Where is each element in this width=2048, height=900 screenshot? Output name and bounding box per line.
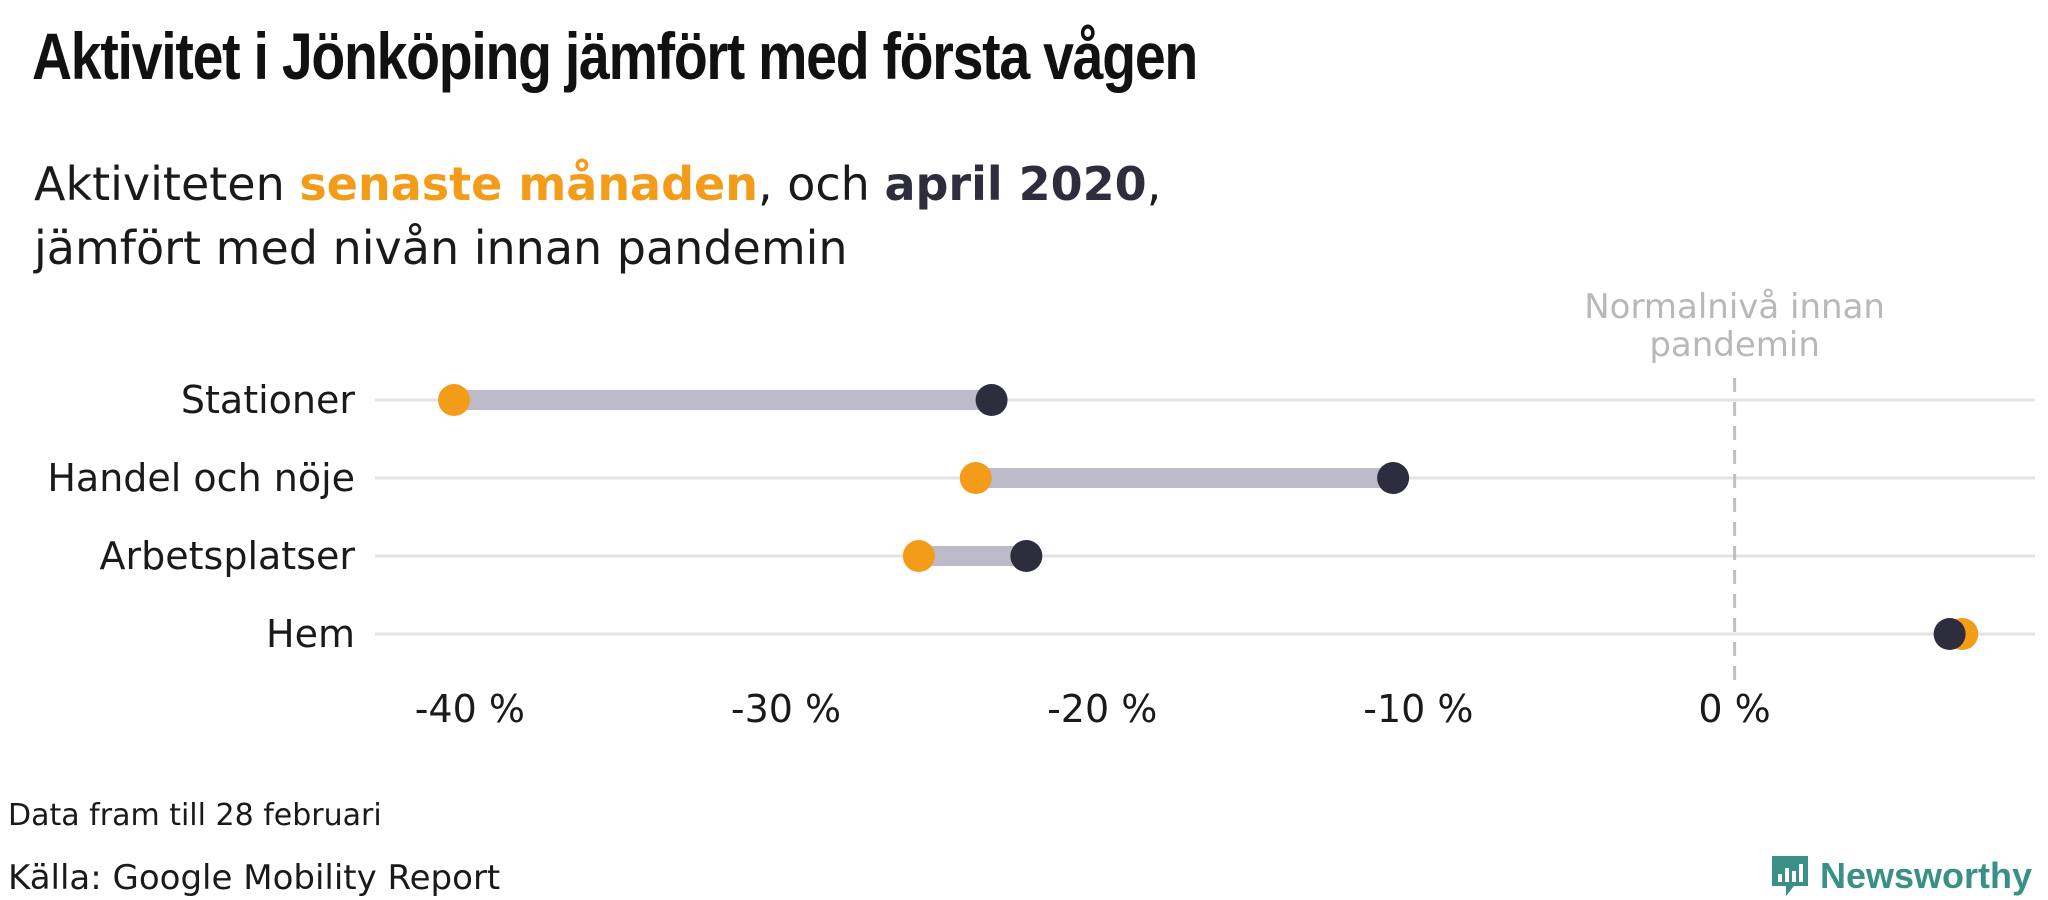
category-label: Arbetsplatser bbox=[100, 534, 356, 578]
subtitle-text-1: Aktiviteten bbox=[34, 157, 300, 211]
x-tick-label: 0 % bbox=[1698, 687, 1770, 731]
subtitle-line-1: Aktiviteten senaste månaden, och april 2… bbox=[34, 152, 1161, 216]
newsworthy-logo-icon bbox=[1771, 856, 1808, 896]
category-label: Handel och nöje bbox=[47, 456, 355, 500]
data-date-note: Data fram till 28 februari bbox=[8, 798, 382, 833]
subtitle-line-2: jämfört med nivån innan pandemin bbox=[34, 221, 848, 275]
subtitle-highlight-april: april 2020 bbox=[884, 157, 1147, 211]
x-tick-label: -20 % bbox=[1047, 687, 1157, 731]
reference-label-line-2: pandemin bbox=[1649, 325, 1820, 365]
category-label: Stationer bbox=[181, 378, 355, 422]
x-tick-label: -40 % bbox=[415, 687, 525, 731]
category-label: Hem bbox=[266, 612, 355, 656]
recent-month-dot bbox=[438, 384, 471, 416]
april-2020-dot bbox=[1933, 618, 1966, 650]
brand-name: Newsworthy bbox=[1819, 855, 2032, 896]
subtitle-text-3: , bbox=[1146, 157, 1162, 211]
chart-subtitle: Aktiviteten senaste månaden, och april 2… bbox=[34, 152, 1161, 280]
chart-title: Aktivitet i Jönköping jämfört med första… bbox=[32, 19, 1198, 93]
x-tick-label: -30 % bbox=[731, 687, 841, 731]
april-2020-dot bbox=[1377, 462, 1410, 494]
x-tick-label: -10 % bbox=[1363, 687, 1473, 731]
april-2020-dot bbox=[975, 384, 1008, 416]
recent-month-dot bbox=[959, 462, 992, 494]
newsworthy-logo: Newsworthy bbox=[1768, 852, 2032, 900]
recent-month-dot bbox=[902, 540, 935, 572]
reference-label-line-1: Normalnivå innan bbox=[1584, 287, 1885, 327]
april-2020-dot bbox=[1010, 540, 1043, 572]
source-note: Källa: Google Mobility Report bbox=[8, 858, 501, 898]
subtitle-highlight-recent: senaste månaden bbox=[299, 157, 758, 211]
subtitle-text-2: , och bbox=[757, 157, 885, 211]
